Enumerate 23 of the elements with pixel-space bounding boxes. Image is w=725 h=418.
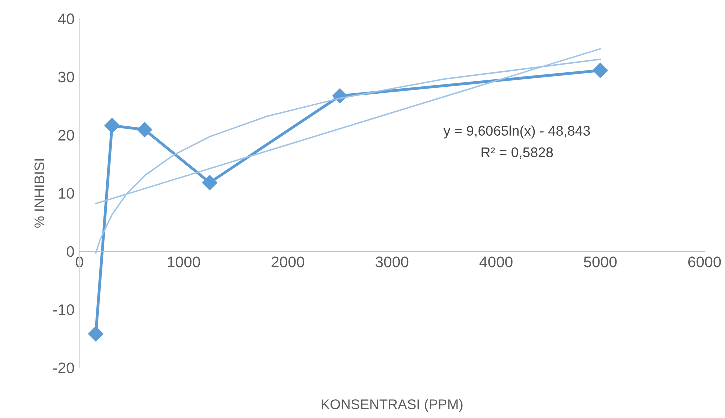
y-tick-label: 20 [58,130,74,141]
x-tick-label: 5000 [584,256,617,268]
point [202,175,218,190]
y-axis-title: % INHIBISI [34,159,45,228]
x-tick-label: 4000 [480,256,513,268]
x-tick-label: 1000 [168,256,200,268]
y-tick-label: 10 [59,188,74,200]
point [592,63,608,78]
x-tick-label: 6000 [688,256,722,268]
y-tick-label: -10 [53,304,74,316]
point [104,118,120,134]
y-tick-label: -20 [53,362,74,374]
y-tick-label: 40 [58,14,74,24]
annotation: y = 9,6065ln(x) - 48,843 [444,126,590,139]
y-tick-label: 0 [66,246,74,258]
y-tick-label: 30 [58,72,74,83]
point [137,122,152,138]
x-tick-label: 0 [76,256,84,268]
x-axis-title: KONSENTRASI (PPM) [322,399,463,412]
annotation: R² = 0,5828 [482,148,554,160]
point [88,326,104,342]
x-tick-label: 2000 [272,256,304,268]
x-tick-label: 3000 [376,256,409,268]
